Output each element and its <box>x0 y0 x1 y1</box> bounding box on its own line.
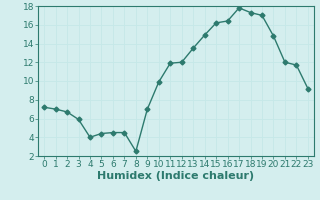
X-axis label: Humidex (Indice chaleur): Humidex (Indice chaleur) <box>97 171 255 181</box>
